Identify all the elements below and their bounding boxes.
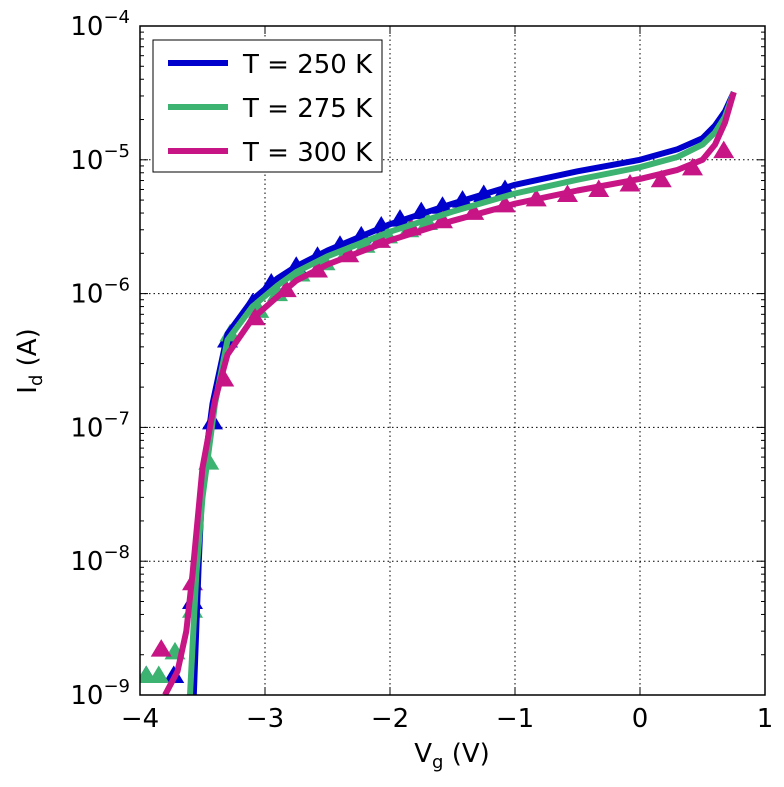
y-tick-label: 10−4 (70, 7, 130, 42)
data-marker-series-2 (713, 140, 735, 159)
legend-label: T = 300 K (242, 138, 373, 168)
x-tick-label: 1 (757, 704, 774, 734)
legend-label: T = 275 K (242, 94, 373, 124)
x-axis-label: Vg (V) (414, 739, 490, 773)
legend-label: T = 250 K (242, 50, 373, 80)
x-tick-label: −4 (121, 704, 159, 734)
y-tick-label: 10−6 (70, 275, 130, 310)
x-tick-label: −2 (371, 704, 409, 734)
data-marker-series-1 (148, 665, 170, 683)
series-line-2 (162, 91, 737, 695)
plot-area (140, 90, 737, 695)
y-tick-label: 10−9 (70, 676, 130, 711)
ticks: −4 −3 −2 −1 0 1 10−4 10−5 10−6 10−7 10−8 10−9 (70, 7, 773, 734)
legend: T = 250 K T = 275 K T = 300 K (152, 39, 383, 173)
series-line-1 (187, 91, 737, 695)
y-tick-label: 10−7 (70, 408, 130, 443)
series-line-0 (190, 90, 737, 695)
x-tick-label: 0 (632, 704, 649, 734)
data-marker-series-2 (650, 169, 672, 188)
x-tick-label: −3 (246, 704, 284, 734)
y-axis-label: Id (A) (13, 328, 47, 393)
x-tick-label: −1 (496, 704, 534, 734)
y-tick-label: 10−8 (70, 542, 130, 577)
axes-frame (139, 25, 766, 696)
y-tick-label: 10−5 (70, 141, 130, 176)
data-marker-series-2 (150, 639, 172, 657)
